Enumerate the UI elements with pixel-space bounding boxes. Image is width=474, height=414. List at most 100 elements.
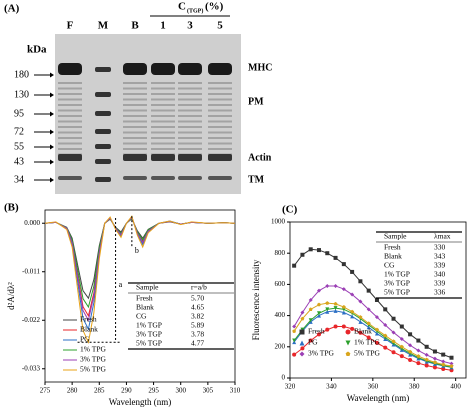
panel-label: (A) bbox=[4, 3, 20, 15]
data-point bbox=[341, 305, 346, 309]
data-point bbox=[374, 315, 379, 320]
data-point bbox=[432, 365, 437, 370]
legend-marker bbox=[299, 351, 305, 357]
data-point bbox=[325, 283, 330, 288]
legend-marker bbox=[345, 351, 351, 357]
data-point bbox=[374, 340, 379, 345]
lane-label: 1 bbox=[160, 20, 166, 32]
data-point bbox=[300, 310, 305, 315]
band-label: TM bbox=[248, 174, 265, 185]
data-point bbox=[341, 310, 346, 315]
ladder-band bbox=[95, 177, 111, 182]
minor-band bbox=[151, 142, 175, 145]
x-tick-label: 400 bbox=[450, 383, 461, 391]
minor-band bbox=[151, 93, 175, 95]
mhc-band bbox=[58, 63, 82, 75]
data-point bbox=[391, 339, 396, 343]
arrow-head bbox=[50, 129, 54, 135]
minor-band bbox=[151, 148, 175, 150]
table-cell: 330 bbox=[434, 243, 446, 252]
table-header: λmax bbox=[434, 232, 451, 241]
minor-band bbox=[178, 87, 202, 90]
data-point bbox=[391, 316, 396, 321]
table-cell: 339 bbox=[434, 261, 446, 270]
mhc-band bbox=[151, 63, 175, 75]
minor-band bbox=[151, 137, 175, 139]
data-point bbox=[424, 352, 429, 357]
x-tick-label: 280 bbox=[67, 387, 78, 395]
marker-label: 130 bbox=[14, 89, 29, 100]
y-axis-label: Fluorescence intensity bbox=[251, 259, 261, 340]
mhc-band bbox=[178, 63, 202, 75]
data-point bbox=[308, 338, 313, 343]
minor-band bbox=[208, 148, 232, 150]
data-point bbox=[449, 364, 454, 368]
minor-band bbox=[123, 93, 147, 95]
data-point bbox=[325, 327, 330, 332]
data-point bbox=[383, 322, 388, 327]
data-point bbox=[424, 357, 429, 362]
minor-band bbox=[58, 142, 82, 145]
data-point bbox=[350, 314, 355, 319]
group-label: C bbox=[178, 1, 186, 13]
data-point bbox=[391, 350, 396, 355]
table-cell: 336 bbox=[434, 288, 446, 297]
minor-band bbox=[208, 126, 232, 128]
arrow-head bbox=[50, 111, 54, 117]
minor-band bbox=[123, 87, 147, 90]
y-tick-label: 0.000 bbox=[24, 219, 40, 227]
data-point bbox=[383, 307, 388, 312]
minor-band bbox=[178, 137, 202, 139]
legend-marker bbox=[299, 340, 305, 346]
minor-band bbox=[58, 87, 82, 90]
lane-label: F bbox=[67, 20, 74, 32]
minor-band bbox=[178, 109, 202, 112]
minor-band bbox=[208, 120, 232, 123]
x-tick-label: 275 bbox=[40, 387, 51, 395]
data-point bbox=[308, 298, 313, 302]
x-tick-label: 300 bbox=[175, 387, 186, 395]
data-point bbox=[366, 335, 371, 340]
data-point bbox=[300, 252, 305, 257]
annotation: b bbox=[135, 246, 139, 255]
minor-band bbox=[208, 131, 232, 134]
legend-label: 3% TPG bbox=[308, 349, 334, 358]
data-point bbox=[375, 327, 379, 332]
x-tick-label: 295 bbox=[148, 387, 159, 395]
arrow-head bbox=[50, 159, 54, 165]
x-tick-label: 320 bbox=[285, 383, 296, 391]
data-point bbox=[292, 263, 297, 268]
x-tick-label: 285 bbox=[94, 387, 105, 395]
table-cell: CG bbox=[384, 261, 395, 270]
table-cell: 4.77 bbox=[191, 339, 204, 348]
data-point bbox=[316, 311, 321, 316]
legend-marker bbox=[345, 340, 351, 346]
minor-band bbox=[178, 115, 202, 117]
table-header: Sample bbox=[384, 232, 407, 241]
lane-label: 3 bbox=[187, 20, 193, 32]
legend-label: PG bbox=[80, 335, 90, 344]
data-point bbox=[341, 324, 346, 329]
table-cell: 5% TGP bbox=[384, 288, 410, 297]
minor-band bbox=[208, 137, 232, 139]
data-point bbox=[350, 326, 355, 331]
minor-band bbox=[178, 82, 202, 84]
minor-band bbox=[58, 115, 82, 117]
data-point bbox=[333, 308, 338, 313]
data-point bbox=[341, 287, 346, 292]
marker-label: 43 bbox=[14, 156, 24, 167]
data-point bbox=[449, 361, 454, 366]
table-cell: 5.70 bbox=[191, 294, 204, 303]
y-tick-label: 0 bbox=[282, 374, 286, 382]
data-point bbox=[433, 360, 437, 365]
minor-band bbox=[178, 93, 202, 95]
actin-band bbox=[123, 154, 147, 161]
minor-band bbox=[208, 109, 232, 112]
table-cell: 1% TGP bbox=[384, 270, 410, 279]
minor-band bbox=[151, 126, 175, 128]
x-tick-label: 290 bbox=[121, 387, 132, 395]
x-tick-label: 305 bbox=[203, 387, 214, 395]
table-cell: Fresh bbox=[384, 243, 401, 252]
x-axis-label: Wavelength (nm) bbox=[109, 397, 172, 407]
